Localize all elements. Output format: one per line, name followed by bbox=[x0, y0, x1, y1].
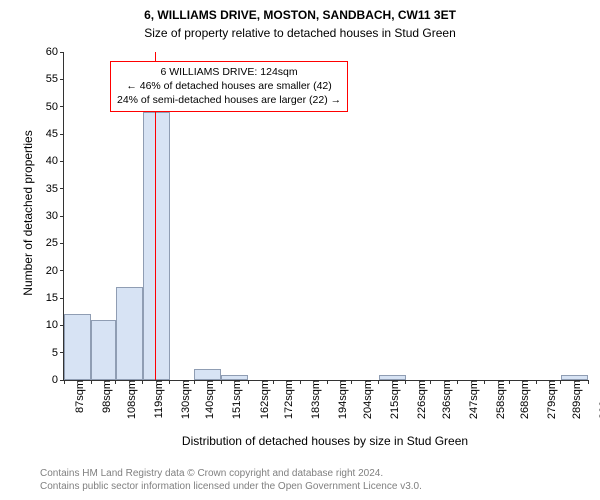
ytick-label: 25 bbox=[46, 237, 64, 249]
xtick-mark bbox=[273, 380, 274, 384]
annotation-line: 6 WILLIAMS DRIVE: 124sqm bbox=[117, 65, 341, 79]
ytick-label: 0 bbox=[52, 374, 64, 386]
xtick-label: 215sqm bbox=[383, 380, 401, 419]
xtick-label: 226sqm bbox=[410, 380, 428, 419]
ytick-label: 10 bbox=[46, 319, 64, 331]
histogram-bar bbox=[64, 314, 91, 380]
xtick-mark bbox=[169, 380, 170, 384]
annotation-box: 6 WILLIAMS DRIVE: 124sqm← 46% of detache… bbox=[110, 61, 348, 112]
xtick-mark bbox=[91, 380, 92, 384]
ytick-label: 55 bbox=[46, 73, 64, 85]
xtick-mark bbox=[351, 380, 352, 384]
ytick-label: 20 bbox=[46, 265, 64, 277]
xtick-label: 289sqm bbox=[565, 380, 583, 419]
histogram-bar bbox=[116, 287, 143, 380]
xtick-mark bbox=[430, 380, 431, 384]
xtick-label: 194sqm bbox=[331, 380, 349, 419]
xtick-mark bbox=[509, 380, 510, 384]
x-axis-label: Distribution of detached houses by size … bbox=[63, 434, 587, 448]
xtick-label: 258sqm bbox=[489, 380, 507, 419]
xtick-label: 183sqm bbox=[304, 380, 322, 419]
xtick-mark bbox=[405, 380, 406, 384]
ytick-label: 45 bbox=[46, 128, 64, 140]
xtick-label: 87sqm bbox=[68, 380, 86, 413]
histogram-bar bbox=[221, 375, 248, 380]
xtick-label: 268sqm bbox=[513, 380, 531, 419]
histogram-bar bbox=[561, 375, 588, 380]
y-axis-label: Number of detached properties bbox=[21, 113, 35, 313]
histogram-bar bbox=[379, 375, 406, 380]
xtick-mark bbox=[484, 380, 485, 384]
xtick-mark bbox=[560, 380, 561, 384]
xtick-mark bbox=[142, 380, 143, 384]
xtick-label: 162sqm bbox=[253, 380, 271, 419]
ytick-label: 5 bbox=[52, 347, 64, 359]
xtick-mark bbox=[378, 380, 379, 384]
xtick-mark bbox=[536, 380, 537, 384]
chart-title: 6, WILLIAMS DRIVE, MOSTON, SANDBACH, CW1… bbox=[0, 8, 600, 22]
xtick-mark bbox=[588, 380, 589, 384]
footer-line: Contains public sector information licen… bbox=[40, 480, 422, 493]
xtick-label: 204sqm bbox=[356, 380, 374, 419]
xtick-mark bbox=[115, 380, 116, 384]
xtick-label: 247sqm bbox=[462, 380, 480, 419]
histogram-bar bbox=[143, 112, 170, 380]
xtick-mark bbox=[457, 380, 458, 384]
xtick-label: 130sqm bbox=[174, 380, 192, 419]
ytick-label: 35 bbox=[46, 183, 64, 195]
xtick-mark bbox=[248, 380, 249, 384]
xtick-label: 236sqm bbox=[435, 380, 453, 419]
xtick-mark bbox=[194, 380, 195, 384]
footer-attribution: Contains HM Land Registry data © Crown c… bbox=[40, 467, 422, 493]
chart-subtitle: Size of property relative to detached ho… bbox=[0, 26, 600, 40]
xtick-label: 108sqm bbox=[120, 380, 138, 419]
xtick-mark bbox=[221, 380, 222, 384]
ytick-label: 15 bbox=[46, 292, 64, 304]
histogram-bar bbox=[91, 320, 116, 380]
ytick-label: 30 bbox=[46, 210, 64, 222]
xtick-label: 151sqm bbox=[225, 380, 243, 419]
annotation-line: 24% of semi-detached houses are larger (… bbox=[117, 93, 341, 107]
xtick-mark bbox=[300, 380, 301, 384]
footer-line: Contains HM Land Registry data © Crown c… bbox=[40, 467, 422, 480]
ytick-label: 50 bbox=[46, 101, 64, 113]
histogram-bar bbox=[194, 369, 221, 380]
xtick-label: 279sqm bbox=[540, 380, 558, 419]
xtick-label: 172sqm bbox=[277, 380, 295, 419]
xtick-mark bbox=[64, 380, 65, 384]
xtick-label: 98sqm bbox=[95, 380, 113, 413]
xtick-mark bbox=[327, 380, 328, 384]
ytick-label: 60 bbox=[46, 46, 64, 58]
annotation-line: ← 46% of detached houses are smaller (42… bbox=[117, 79, 341, 93]
xtick-label: 140sqm bbox=[198, 380, 216, 419]
xtick-label: 119sqm bbox=[147, 380, 165, 418]
xtick-label: 300sqm bbox=[592, 380, 600, 419]
ytick-label: 40 bbox=[46, 155, 64, 167]
